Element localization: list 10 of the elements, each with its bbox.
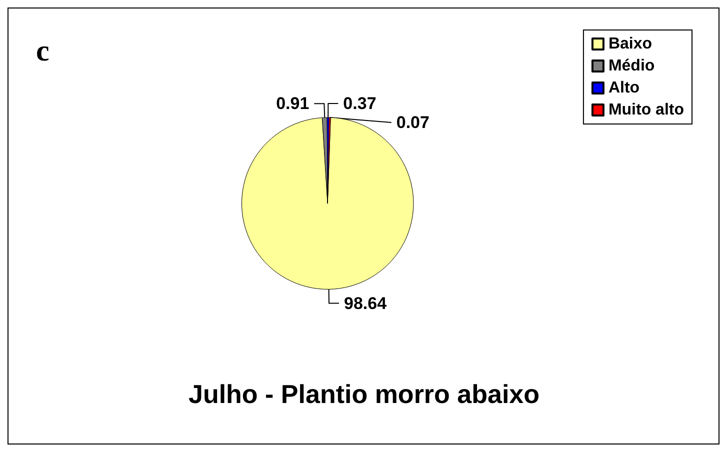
legend-label: Muito alto xyxy=(608,102,684,118)
text: c xyxy=(36,34,50,68)
legend-label: Baixo xyxy=(608,36,652,52)
data-label: 0.07 xyxy=(396,113,430,132)
data-label: 98.64 xyxy=(344,294,388,313)
text: Julho - Plantio morro abaixo xyxy=(188,379,540,409)
legend-label: Médio xyxy=(608,58,655,74)
data-label: 0.37 xyxy=(343,94,376,114)
data-label: 0.91 xyxy=(276,94,310,114)
legend-label: Alto xyxy=(608,80,640,96)
